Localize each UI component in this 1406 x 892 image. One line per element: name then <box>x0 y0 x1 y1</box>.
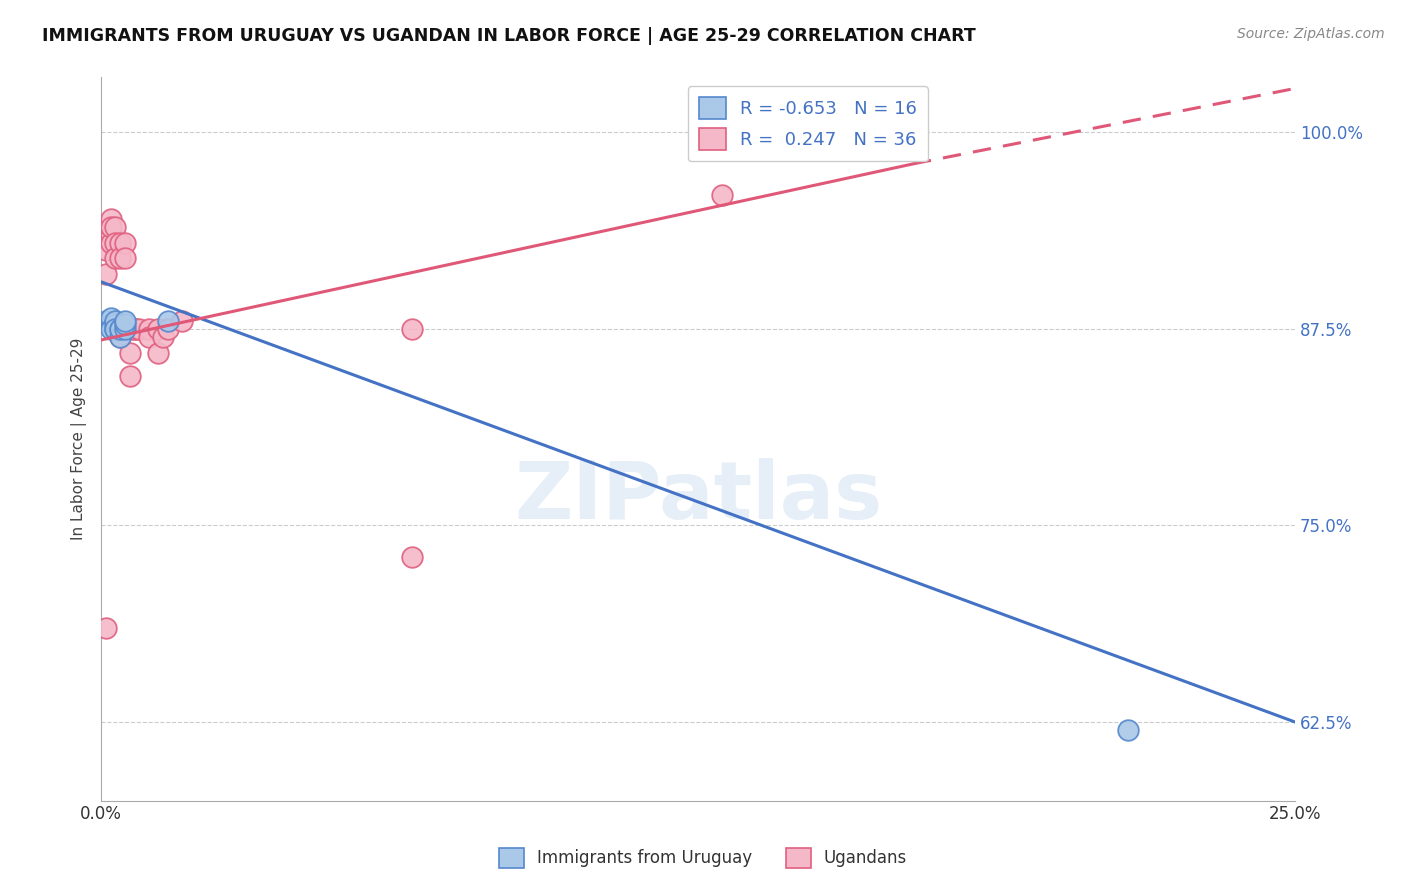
Point <box>148 345 170 359</box>
Point <box>110 330 132 344</box>
Point <box>110 322 132 336</box>
Point <box>156 314 179 328</box>
Point <box>110 330 132 344</box>
Point <box>172 314 194 328</box>
Point <box>401 549 423 564</box>
Y-axis label: In Labor Force | Age 25-29: In Labor Force | Age 25-29 <box>72 338 87 541</box>
Point <box>110 235 132 250</box>
Point <box>104 322 127 336</box>
Point <box>94 267 117 281</box>
Point <box>110 252 132 266</box>
Point <box>152 330 174 344</box>
Point <box>100 318 122 332</box>
Point <box>94 314 117 328</box>
Legend: R = -0.653   N = 16, R =  0.247   N = 36: R = -0.653 N = 16, R = 0.247 N = 36 <box>688 87 928 161</box>
Point <box>156 322 179 336</box>
Point <box>104 322 127 336</box>
Point <box>1116 723 1139 737</box>
Point <box>114 322 136 336</box>
Point <box>110 322 132 336</box>
Point <box>114 322 136 336</box>
Point <box>104 314 127 328</box>
Text: Source: ZipAtlas.com: Source: ZipAtlas.com <box>1237 27 1385 41</box>
Point <box>138 330 160 344</box>
Point <box>710 188 733 202</box>
Point <box>124 322 146 336</box>
Point <box>114 235 136 250</box>
Point <box>104 252 127 266</box>
Point <box>104 318 127 332</box>
Point <box>118 322 141 336</box>
Point <box>100 211 122 226</box>
Point <box>114 322 136 336</box>
Point <box>100 219 122 234</box>
Point <box>100 310 122 325</box>
Point <box>128 322 150 336</box>
Point <box>118 369 141 384</box>
Point <box>104 322 127 336</box>
Point <box>104 219 127 234</box>
Point <box>124 322 146 336</box>
Text: ZIPatlas: ZIPatlas <box>515 458 882 536</box>
Point <box>100 227 122 242</box>
Point <box>100 322 122 336</box>
Point <box>114 318 136 332</box>
Point <box>110 322 132 336</box>
Point <box>104 235 127 250</box>
Legend: Immigrants from Uruguay, Ugandans: Immigrants from Uruguay, Ugandans <box>492 841 914 875</box>
Point <box>148 322 170 336</box>
Point <box>138 322 160 336</box>
Point <box>114 314 136 328</box>
Point <box>401 322 423 336</box>
Point <box>114 252 136 266</box>
Point <box>104 322 127 336</box>
Point <box>94 621 117 635</box>
Point <box>118 345 141 359</box>
Text: IMMIGRANTS FROM URUGUAY VS UGANDAN IN LABOR FORCE | AGE 25-29 CORRELATION CHART: IMMIGRANTS FROM URUGUAY VS UGANDAN IN LA… <box>42 27 976 45</box>
Point <box>100 235 122 250</box>
Point <box>94 244 117 258</box>
